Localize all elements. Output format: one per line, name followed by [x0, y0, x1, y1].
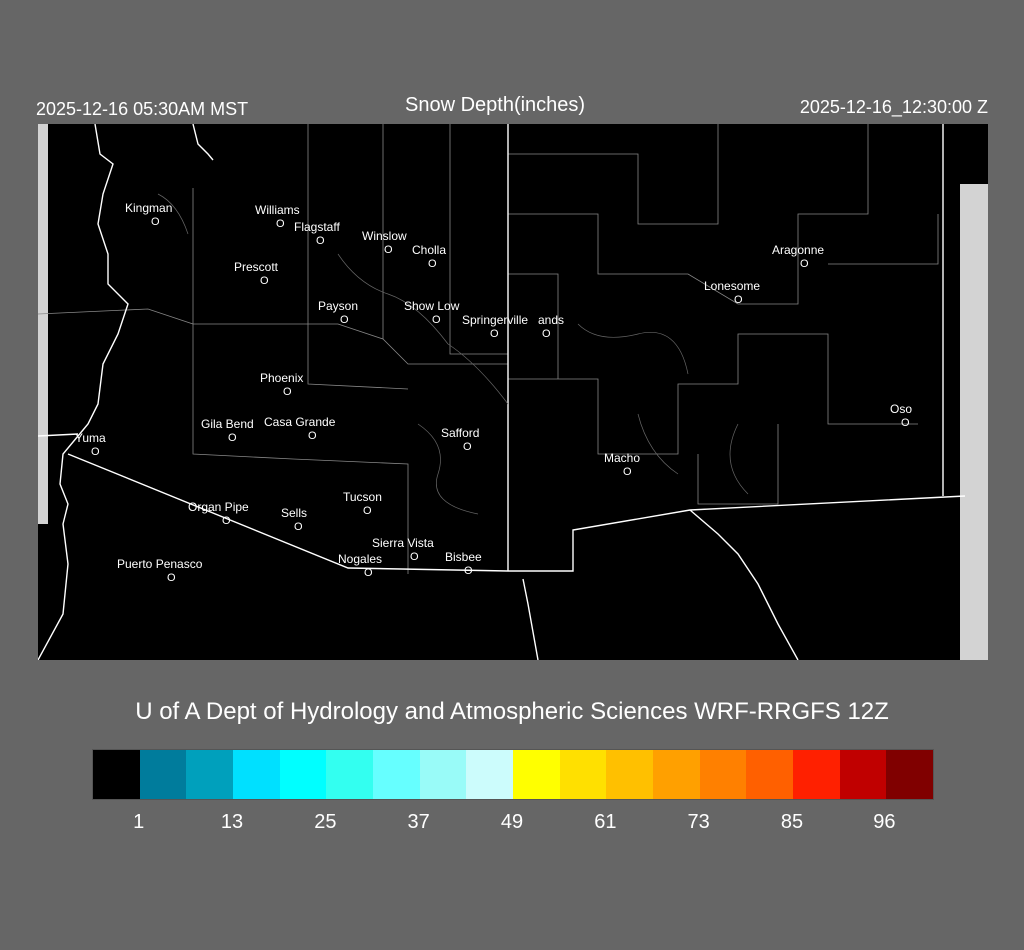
city-label: Winslow — [362, 229, 407, 243]
city-marker: O — [364, 567, 373, 579]
city-marker: O — [91, 446, 100, 458]
city-marker: O — [490, 328, 499, 340]
colorbar-swatch — [886, 750, 934, 799]
colorbar-tick-label: 1 — [133, 811, 145, 833]
colorbar-swatch — [233, 750, 280, 799]
city-marker: O — [428, 258, 437, 270]
city-label: Cholla — [412, 243, 447, 257]
city-label: Springerville — [462, 313, 529, 327]
colorbar-swatch — [653, 750, 700, 799]
colorbar-swatch — [559, 750, 607, 799]
city-label: Payson — [318, 299, 359, 313]
city-label: Nogales — [338, 552, 383, 566]
terrain-contours — [157, 193, 749, 515]
city-marker: O — [340, 314, 349, 326]
city-marker: O — [276, 218, 285, 230]
city-marker: O — [542, 328, 551, 340]
city-label: Prescott — [234, 260, 279, 274]
colorbar-swatch — [746, 750, 794, 799]
city-label: Sells — [281, 506, 308, 520]
colorbar-tick-label: 13 — [220, 811, 244, 833]
city-label: Lonesome — [704, 279, 761, 293]
city-label: Safford — [441, 426, 480, 440]
city-marker: O — [464, 565, 473, 577]
city-marker: O — [283, 386, 292, 398]
city-marker: O — [800, 258, 809, 270]
colorbar-swatch — [699, 750, 747, 799]
colorbar-swatch — [793, 750, 840, 799]
city-marker: O — [384, 244, 393, 256]
colorbar-swatch — [139, 750, 187, 799]
state-borders — [38, 124, 966, 660]
utc-time: 2025-12-16_12:30:00 Z — [799, 97, 988, 117]
local-time: 2025-12-16 05:30AM MST — [36, 99, 249, 119]
map-title: Snow Depth(inches) — [405, 94, 586, 116]
right-edge-fill — [960, 184, 988, 660]
colorbar-swatch — [839, 750, 887, 799]
colorbar-tick-label: 96 — [873, 811, 896, 833]
colorbar-swatch — [93, 750, 140, 799]
colorbar-tick-label: 61 — [594, 811, 617, 833]
colorbar-swatch — [279, 750, 327, 799]
city-marker: O — [734, 294, 743, 306]
city-label: Williams — [255, 203, 300, 217]
city-label: Bisbee — [445, 550, 482, 564]
city-label: Casa Grande — [264, 415, 336, 429]
city-marker: O — [623, 466, 632, 478]
colorbar-swatch — [419, 750, 467, 799]
city-marker: O — [432, 314, 441, 326]
city-label: ands — [538, 313, 565, 327]
city-marker: O — [316, 235, 325, 247]
credit-text: U of A Dept of Hydrology and Atmospheric… — [135, 698, 889, 725]
colorbar-swatch — [186, 750, 234, 799]
city-marker: O — [410, 551, 419, 563]
city-label: Kingman — [125, 201, 173, 215]
city-label: Gila Bend — [201, 417, 254, 431]
city-marker: O — [308, 430, 317, 442]
city-label: Yuma — [75, 431, 106, 445]
colorbar-swatch — [373, 750, 420, 799]
county-lines — [38, 124, 939, 574]
city-label: Show Low — [404, 299, 460, 313]
colorbar-tick-label: 37 — [407, 811, 430, 833]
colorbar-swatch — [326, 750, 374, 799]
city-label: Phoenix — [260, 371, 304, 385]
city-marker: O — [222, 515, 231, 527]
city-label: Sierra Vista — [372, 536, 434, 550]
left-edge-fill — [38, 124, 48, 524]
city-marker: O — [228, 432, 237, 444]
city-marker: O — [901, 417, 910, 429]
city-label: Flagstaff — [294, 220, 340, 234]
city-label: Aragonne — [772, 243, 825, 257]
city-marker: O — [167, 572, 176, 584]
snow-depth-map: Kingman O Williams O Flagstaff O Winslow O Choll… — [38, 124, 988, 660]
city-marker: O — [260, 275, 269, 287]
city-marker: O — [151, 216, 160, 228]
city-label: Oso — [890, 402, 913, 416]
colorbar-tick-label: 85 — [780, 811, 804, 833]
city-marker: O — [363, 505, 372, 517]
city-label: Macho — [604, 451, 641, 465]
colorbar-tick-label: 49 — [500, 811, 524, 833]
colorbar — [92, 749, 934, 800]
city-label: Puerto Penasco — [117, 557, 203, 571]
colorbar-swatch — [466, 750, 514, 799]
city-marker: O — [294, 521, 303, 533]
colorbar-tick-label: 25 — [314, 811, 337, 833]
city-marker: O — [463, 441, 472, 453]
city-label: Organ Pipe — [188, 500, 249, 514]
map-borders — [38, 124, 988, 660]
colorbar-swatch — [606, 750, 654, 799]
colorbar-swatch — [513, 750, 560, 799]
colorbar-tick-label: 73 — [687, 811, 710, 833]
city-label: Tucson — [343, 490, 382, 504]
